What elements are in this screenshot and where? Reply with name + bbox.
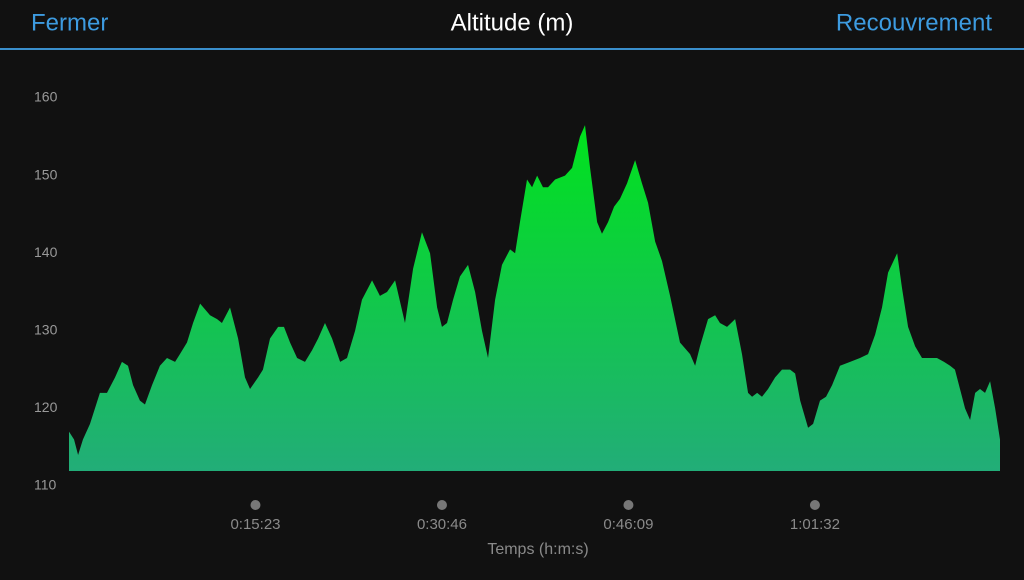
y-tick-label: 130 xyxy=(34,322,58,338)
y-tick-label: 110 xyxy=(34,477,57,493)
x-tick-label: 0:30:46 xyxy=(417,516,467,533)
x-tick-label: 0:46:09 xyxy=(603,516,653,533)
x-tick-label: 1:01:32 xyxy=(790,516,840,533)
x-tick-dot xyxy=(436,500,447,510)
x-tick-dot xyxy=(809,500,820,510)
x-axis-label: Temps (h:m:s) xyxy=(487,541,588,558)
y-tick-label: 150 xyxy=(34,166,58,182)
y-tick-label: 160 xyxy=(34,89,58,105)
altitude-area xyxy=(69,125,1000,471)
y-tick-label: 140 xyxy=(34,244,58,260)
x-tick-dot xyxy=(250,500,261,510)
x-tick-dot xyxy=(623,500,634,510)
x-tick-label: 0:15:23 xyxy=(230,516,280,533)
close-button[interactable]: Fermer xyxy=(31,9,108,36)
y-tick-label: 120 xyxy=(34,399,58,415)
recovery-button[interactable]: Recouvrement xyxy=(836,9,992,36)
title: Altitude (m) xyxy=(451,9,574,36)
